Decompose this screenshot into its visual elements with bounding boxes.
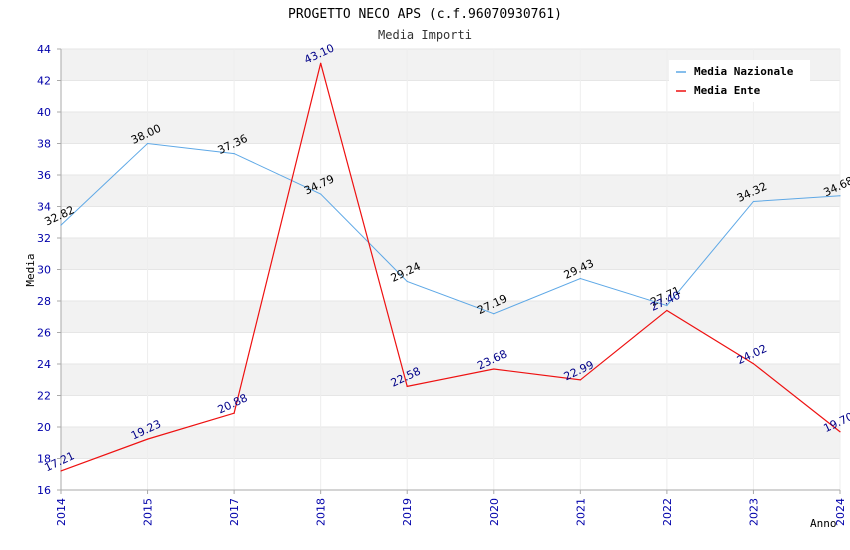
series-lines <box>60 62 841 472</box>
y-tick-label: 36 <box>37 169 51 182</box>
grid-band <box>61 301 840 333</box>
y-tick-label: 16 <box>37 484 51 497</box>
y-tick-label: 28 <box>37 295 51 308</box>
y-axis-ticks: 16 18 20 22 24 26 28 30 32 34 36 38 40 42 44 <box>37 43 61 497</box>
data-point <box>233 412 235 414</box>
legend-label-media-ente: Media Ente <box>694 84 761 97</box>
data-point <box>493 313 495 315</box>
x-tick-label: 2017 <box>228 498 241 526</box>
data-point <box>146 142 149 145</box>
series-line-media-nazionale <box>60 142 841 315</box>
x-tick-label: 2019 <box>401 498 414 526</box>
legend-box <box>669 60 810 102</box>
data-point <box>146 438 149 440</box>
y-tick-label: 22 <box>37 390 51 403</box>
data-point <box>406 385 408 387</box>
x-axis-title: Anno <box>810 517 837 530</box>
y-tick-label: 18 <box>37 453 51 466</box>
data-point <box>839 195 841 197</box>
y-tick-label: 42 <box>37 75 51 88</box>
data-point <box>60 224 62 226</box>
x-tick-label: 2015 <box>142 498 155 526</box>
x-tick-label: 2021 <box>574 498 587 526</box>
data-point <box>752 200 755 203</box>
grid-band <box>61 112 840 144</box>
series-line-media-ente <box>60 63 841 472</box>
y-tick-label: 44 <box>37 43 51 56</box>
x-axis-ticks: 2014 2015 2017 2018 2019 2020 2021 2022 2023 2024 <box>55 490 847 526</box>
data-point <box>320 193 322 195</box>
x-tick-label: 2014 <box>55 498 68 526</box>
x-tick-label: 2024 <box>834 498 847 526</box>
data-point <box>406 280 408 283</box>
grid-band <box>61 364 840 396</box>
chart-title: PROGETTO NECO APS (c.f.96070930761) <box>288 7 562 22</box>
data-point <box>752 363 755 365</box>
y-tick-label: 34 <box>37 201 51 214</box>
y-tick-label: 40 <box>37 106 51 119</box>
grid-band <box>61 175 840 207</box>
data-point <box>233 152 235 155</box>
x-tick-label: 2018 <box>315 498 328 526</box>
y-tick-label: 26 <box>37 327 51 340</box>
grid-band <box>61 238 840 270</box>
y-tick-label: 24 <box>37 358 51 371</box>
grid-bands <box>61 49 840 459</box>
data-point <box>666 304 668 307</box>
grid-lines <box>60 48 841 491</box>
y-tick-label: 30 <box>37 264 51 277</box>
data-point <box>493 368 495 370</box>
data-point <box>579 277 581 280</box>
data-point <box>320 62 322 64</box>
x-tick-label: 2022 <box>661 498 674 526</box>
y-tick-label: 20 <box>37 421 51 434</box>
data-point <box>839 431 841 433</box>
x-tick-label: 2023 <box>747 498 760 526</box>
data-point <box>666 309 668 312</box>
x-tick-label: 2020 <box>488 498 501 526</box>
y-axis-title: Media <box>24 253 37 286</box>
legend-label-media-nazionale: Media Nazionale <box>694 65 794 78</box>
y-tick-label: 32 <box>37 232 51 245</box>
y-tick-label: 38 <box>37 138 51 151</box>
chart-subtitle: Media Importi <box>378 28 472 42</box>
data-point <box>60 470 62 472</box>
legend: Media Nazionale Media Ente <box>669 60 810 102</box>
data-point <box>579 379 581 381</box>
grid-band <box>61 427 840 459</box>
